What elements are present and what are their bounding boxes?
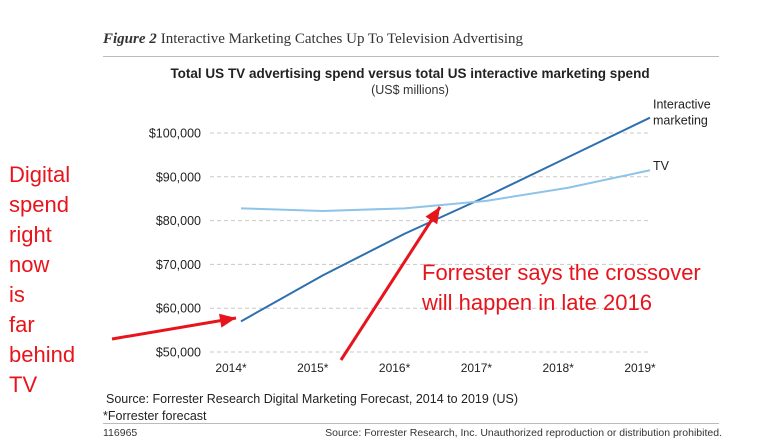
arrow-to-2014-shaft xyxy=(111,316,237,341)
forecast-note: *Forrester forecast xyxy=(103,409,207,423)
annotation-left: Digital spend right now is far behind TV xyxy=(9,162,76,397)
chart-subtitle: (US$ millions) xyxy=(371,83,449,97)
y-tick-label: $70,000 xyxy=(156,258,201,272)
arrow-to-crossover-shaft xyxy=(339,206,442,361)
y-tick-label: $90,000 xyxy=(156,170,201,184)
annotation-crossover: Forrester says the crossover will happen… xyxy=(422,260,701,315)
x-axis-ticks: 2014* 2015* 2016* 2017* 2018* 2019* xyxy=(215,361,656,375)
source-line: Source: Forrester Research Digital Marke… xyxy=(106,392,518,406)
figure-label: Figure 2 xyxy=(103,31,157,47)
top-divider xyxy=(103,56,719,57)
bottom-divider xyxy=(103,423,719,424)
y-tick-label: $100,000 xyxy=(149,127,201,141)
rights-notice: Source: Forrester Research, Inc. Unautho… xyxy=(325,427,722,439)
arrow-to-2014-head xyxy=(219,313,236,328)
x-tick-label: 2019* xyxy=(624,361,656,375)
y-tick-label: $60,000 xyxy=(156,302,201,316)
chart-title: Total US TV advertising spend versus tot… xyxy=(170,66,650,81)
series-label: TV xyxy=(653,159,670,173)
x-tick-label: 2016* xyxy=(379,361,411,375)
figure-caption-text: Interactive Marketing Catches Up To Tele… xyxy=(160,31,524,47)
series-lines xyxy=(240,116,651,323)
x-tick-label: 2018* xyxy=(543,361,575,375)
figure-caption: Figure 2 Interactive Marketing Catches Up… xyxy=(103,31,523,48)
gridlines xyxy=(210,132,650,353)
x-tick-label: 2014* xyxy=(215,361,247,375)
interactive-marketing-line xyxy=(240,116,651,323)
y-axis-ticks: $50,000 $60,000 $70,000 $80,000 $90,000 $100,… xyxy=(149,127,201,360)
series-label: marketing xyxy=(653,114,708,128)
series-label: Interactive xyxy=(653,98,711,112)
arrow-to-crossover-head xyxy=(425,207,440,225)
tv-line xyxy=(240,169,651,212)
annotation-arrows xyxy=(111,206,442,361)
series-labels: Interactive marketing TV xyxy=(653,98,711,174)
y-tick-label: $80,000 xyxy=(156,214,201,228)
page-id: 116965 xyxy=(103,427,138,439)
x-tick-label: 2015* xyxy=(297,361,329,375)
y-tick-label: $50,000 xyxy=(156,346,201,360)
x-tick-label: 2017* xyxy=(461,361,493,375)
